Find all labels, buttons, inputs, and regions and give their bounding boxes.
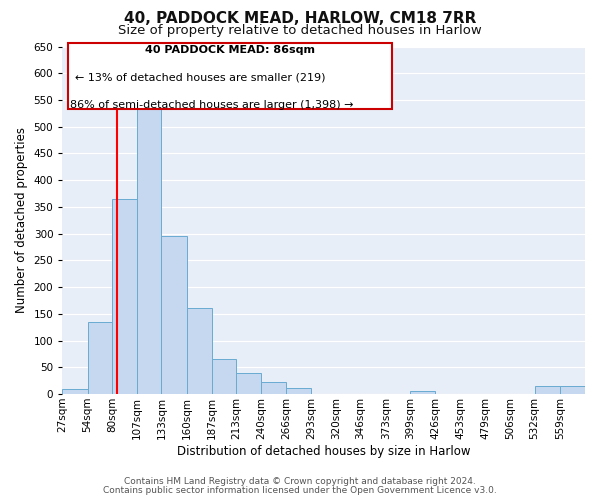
- Bar: [286, 388, 311, 394]
- Bar: [262, 382, 286, 394]
- Bar: [236, 372, 262, 394]
- Bar: [187, 308, 212, 394]
- Text: 40, PADDOCK MEAD, HARLOW, CM18 7RR: 40, PADDOCK MEAD, HARLOW, CM18 7RR: [124, 11, 476, 26]
- X-axis label: Distribution of detached houses by size in Harlow: Distribution of detached houses by size …: [177, 444, 470, 458]
- Bar: [212, 360, 236, 394]
- Bar: [88, 322, 112, 394]
- FancyBboxPatch shape: [68, 43, 392, 109]
- Text: ← 13% of detached houses are smaller (219): ← 13% of detached houses are smaller (21…: [76, 72, 326, 83]
- Bar: [410, 392, 436, 394]
- Bar: [535, 386, 560, 394]
- Text: Contains HM Land Registry data © Crown copyright and database right 2024.: Contains HM Land Registry data © Crown c…: [124, 477, 476, 486]
- Text: 40 PADDOCK MEAD: 86sqm: 40 PADDOCK MEAD: 86sqm: [145, 45, 314, 55]
- Bar: [161, 236, 187, 394]
- Bar: [112, 199, 137, 394]
- Bar: [137, 108, 161, 394]
- Text: Contains public sector information licensed under the Open Government Licence v3: Contains public sector information licen…: [103, 486, 497, 495]
- Y-axis label: Number of detached properties: Number of detached properties: [15, 128, 28, 314]
- Bar: [62, 388, 88, 394]
- Text: 86% of semi-detached houses are larger (1,398) →: 86% of semi-detached houses are larger (…: [70, 100, 353, 110]
- Bar: [560, 386, 585, 394]
- Text: Size of property relative to detached houses in Harlow: Size of property relative to detached ho…: [118, 24, 482, 37]
